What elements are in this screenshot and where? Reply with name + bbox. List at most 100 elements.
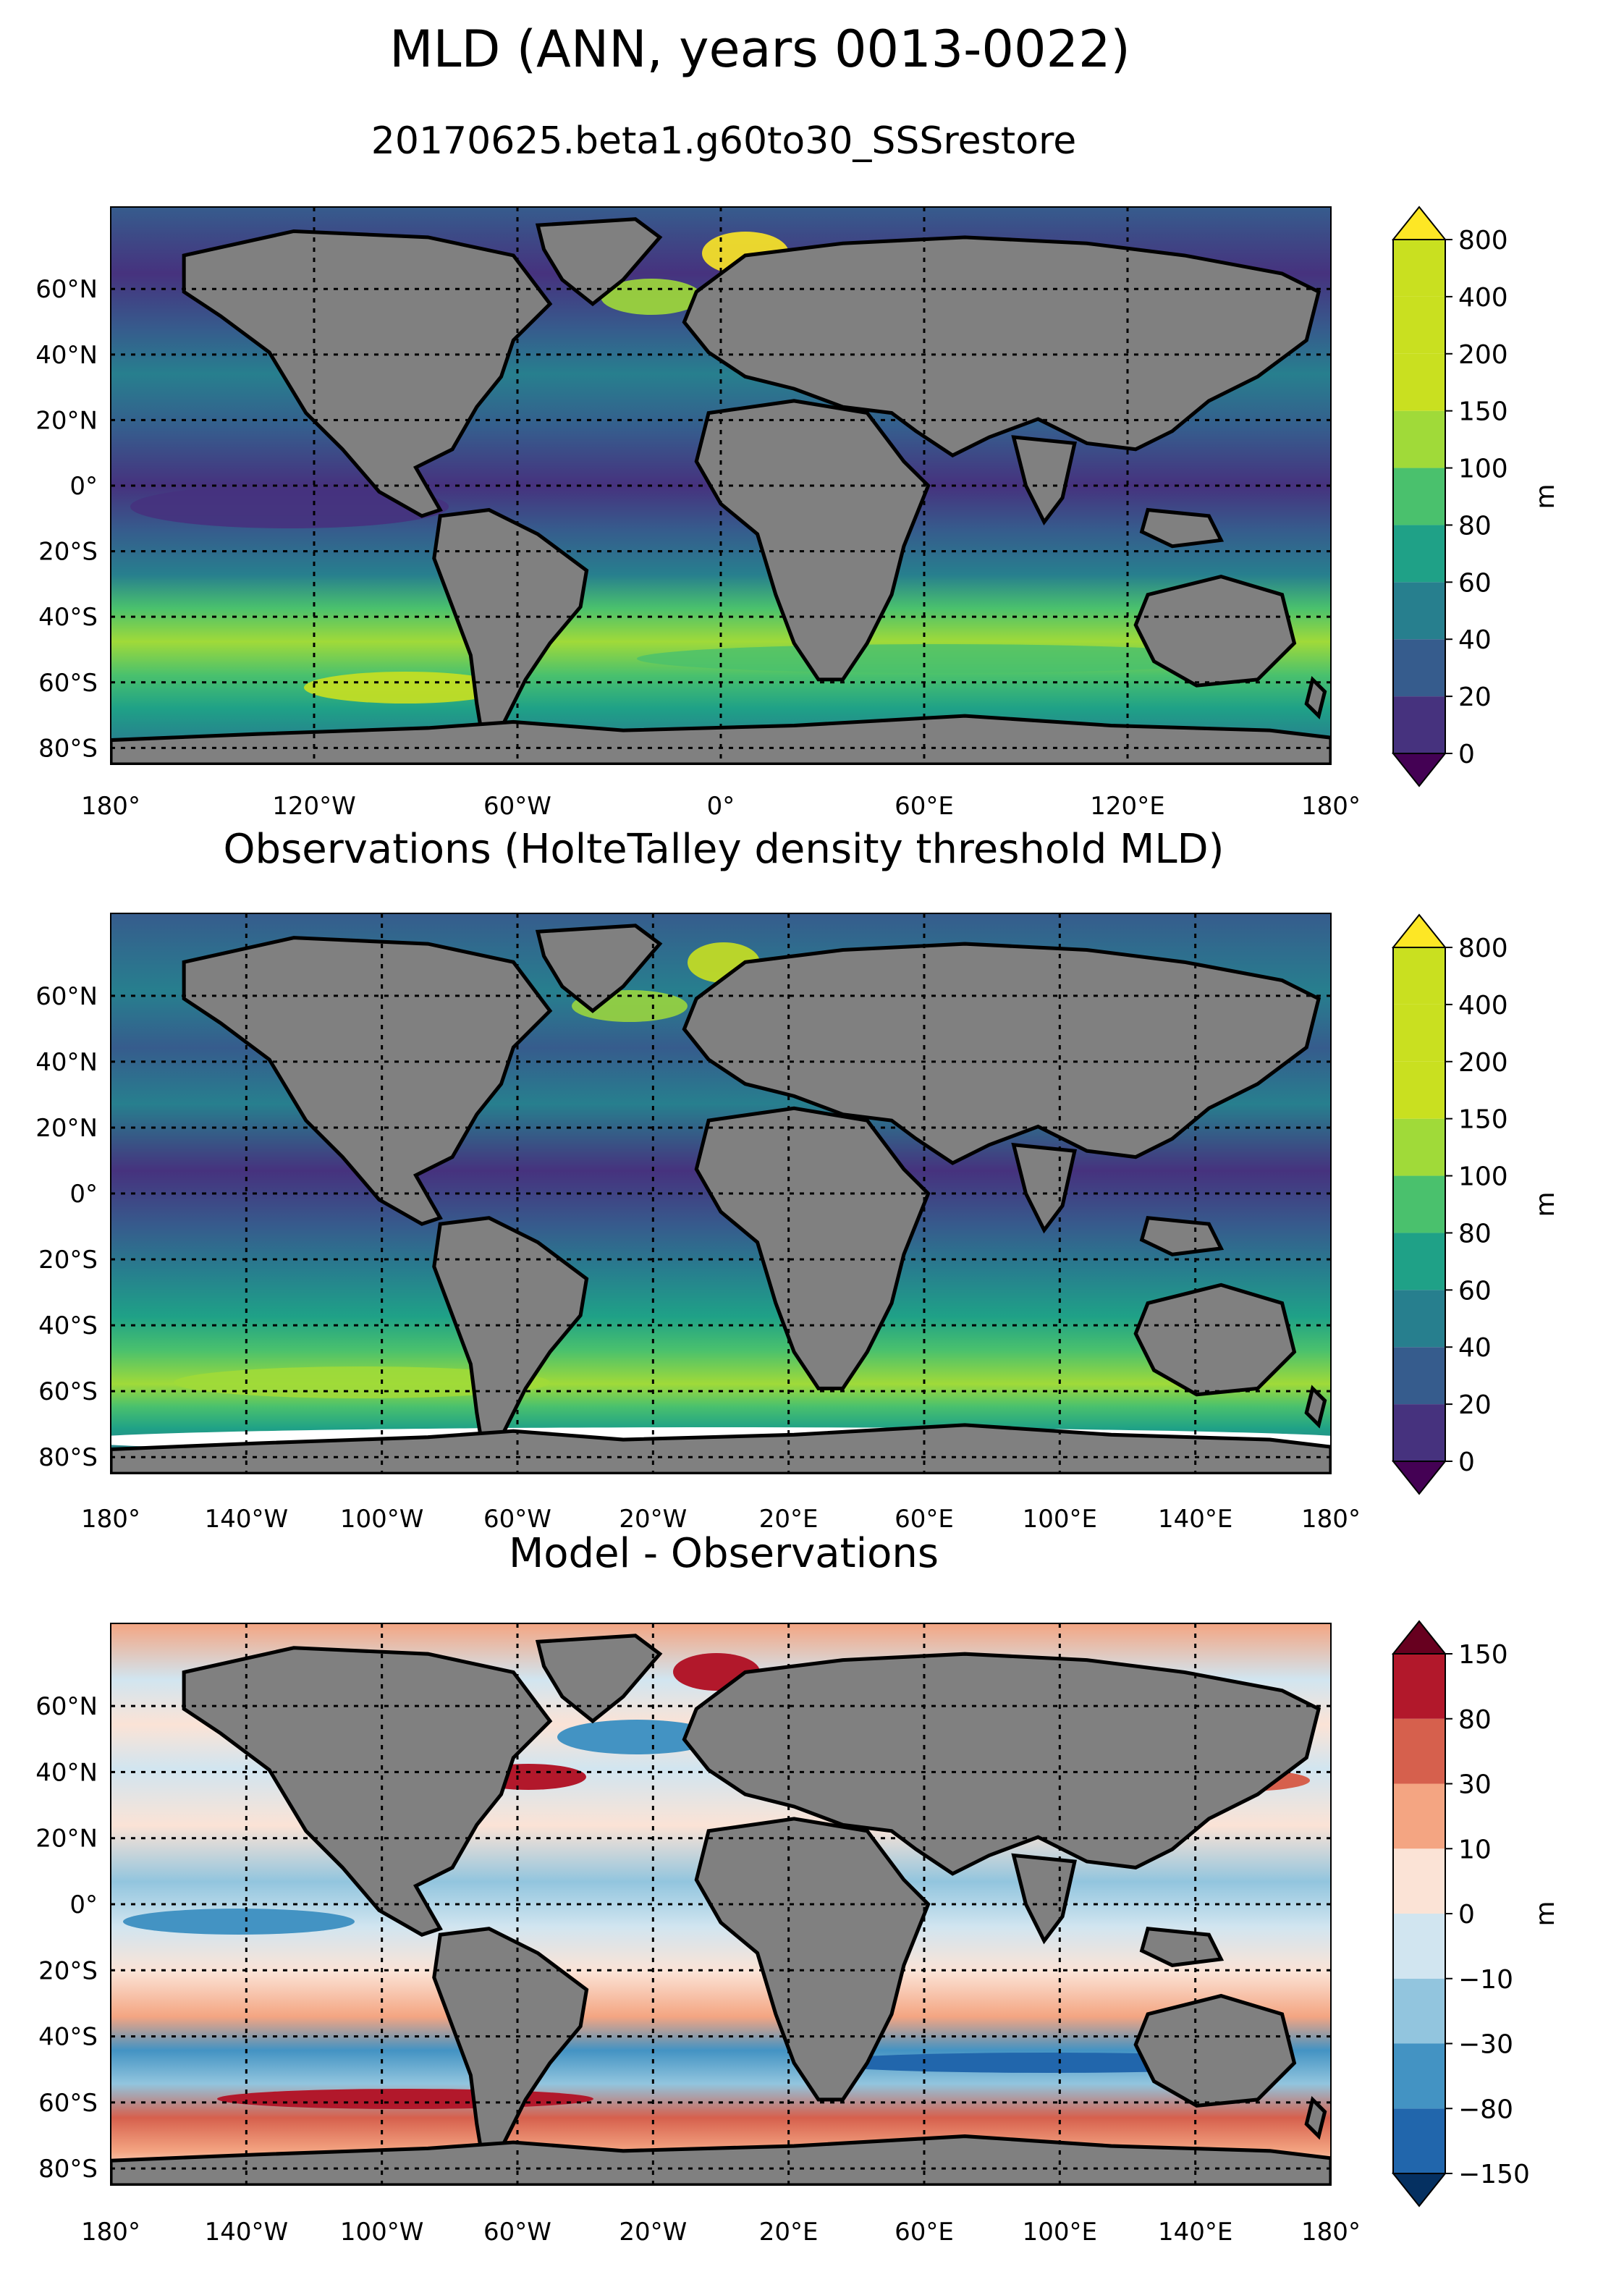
colorbar-tick-label: 30 [1458, 1770, 1492, 1800]
x-tick-label: 120°E [1090, 792, 1164, 821]
y-tick-label: 20°S [38, 1956, 98, 1985]
y-tick-label: 40°S [38, 2023, 98, 2052]
panel1-colorbar: 0 20 40 60 80 100 150 200 400 800 m [1391, 206, 1560, 787]
colorbar-segment [1393, 639, 1445, 697]
panel1-feature-eqpac [130, 485, 449, 528]
colorbar-segment [1393, 2108, 1445, 2173]
y-tick-label: 60°S [38, 2089, 98, 2118]
y-tick-label: 40°N [35, 1048, 98, 1077]
colorbar-segment [1393, 582, 1445, 640]
colorbar-tick-label: 0 [1458, 740, 1475, 769]
colorbar-extend-min [1391, 753, 1447, 787]
colorbar-segment [1393, 1848, 1445, 1914]
colorbar-tick-label: 800 [1458, 934, 1508, 963]
panel1-yticks: 60°N 40°N 20°N 0° 20°S 40°S 60°S 80°S [35, 275, 98, 763]
colorbar-tick-label: 60 [1458, 568, 1492, 598]
panel3-feature-labrador [557, 1720, 716, 1754]
colorbar-tick-label: 100 [1458, 1162, 1508, 1192]
colorbar-segment [1393, 525, 1445, 583]
x-tick-label: 60°W [483, 2218, 551, 2247]
x-tick-label: 60°W [483, 1505, 551, 1534]
y-tick-label: 60°N [35, 982, 98, 1011]
x-tick-label: 20°E [759, 1505, 819, 1534]
panel2-title: Observations (HolteTalley density thresh… [223, 826, 1224, 873]
x-tick-label: 120°W [272, 792, 356, 821]
colorbar-extend-min [1391, 2173, 1447, 2207]
colorbar-tick-label: 40 [1458, 1333, 1492, 1363]
x-tick-label: 180° [81, 2218, 140, 2247]
colorbar-segment [1393, 1914, 1445, 1979]
colorbar-tick-label: 60 [1458, 1276, 1492, 1306]
y-tick-label: 0° [69, 1890, 98, 1919]
y-tick-label: 20°S [38, 538, 98, 567]
x-tick-label: 20°W [619, 1505, 687, 1534]
colorbar-segment [1393, 1978, 1445, 2044]
colorbar-tick-label: 0 [1458, 1900, 1475, 1930]
colorbar-tick-label: −80 [1458, 2095, 1513, 2124]
colorbar-segment [1393, 2043, 1445, 2109]
panel3-map [111, 1623, 1331, 2185]
x-tick-label: 180° [81, 792, 140, 821]
colorbar-segment [1393, 1175, 1445, 1233]
panel3-frame [110, 1623, 1332, 2186]
colorbar-tick-label: 80 [1458, 1705, 1492, 1735]
y-tick-label: 60°N [35, 1692, 98, 1721]
colorbar-segment [1393, 468, 1445, 525]
y-tick-label: 20°N [35, 1114, 98, 1143]
colorbar-segment [1393, 696, 1445, 753]
panel2-frame [110, 913, 1332, 1474]
colorbar-segment [1393, 353, 1445, 411]
y-tick-label: 0° [69, 1180, 98, 1209]
y-tick-label: 80°S [38, 2155, 98, 2184]
colorbar-tick-label: −30 [1458, 2030, 1513, 2060]
colorbar-tick-label: 400 [1458, 991, 1508, 1021]
colorbar-tick-label: 800 [1458, 226, 1508, 255]
panel2-yticks: 60°N 40°N 20°N 0° 20°S 40°S 60°S 80°S [35, 982, 98, 1472]
colorbar-segment [1393, 1233, 1445, 1290]
colorbar-segment [1393, 296, 1445, 354]
colorbar-segment [1393, 1404, 1445, 1461]
x-tick-label: 100°W [340, 2218, 424, 2247]
panel3-colorbar: −150 −80 −30 −10 0 10 30 80 150 m [1391, 1620, 1560, 2207]
panel3-gridlines [111, 1623, 1331, 2185]
panel1-frame [110, 206, 1332, 765]
x-tick-label: 140°W [205, 1505, 289, 1534]
colorbar-tick-label: 10 [1458, 1835, 1492, 1864]
x-tick-label: 60°E [895, 1505, 954, 1534]
colorbar-segment [1393, 1718, 1445, 1784]
panel1-map [111, 207, 1331, 764]
y-tick-label: 40°S [38, 1311, 98, 1340]
x-tick-label: 60°E [895, 2218, 954, 2247]
colorbar-frame [1392, 239, 1446, 754]
colorbar-segment [1393, 1783, 1445, 1849]
x-tick-label: 180° [1301, 1505, 1361, 1534]
panel1-feature-labrador [601, 279, 702, 315]
colorbar-tick-label: −10 [1458, 1965, 1513, 1995]
panel1-gridlines [111, 207, 1331, 764]
x-tick-label: 140°W [205, 2218, 289, 2247]
y-tick-label: 80°S [38, 1443, 98, 1472]
colorbar-extend-max [1391, 913, 1447, 948]
colorbar-tick-label: 20 [1458, 683, 1492, 712]
panel3-yticks: 60°N 40°N 20°N 0° 20°S 40°S 60°S 80°S [35, 1692, 98, 2184]
panel3-title: Model - Observations [509, 1530, 939, 1577]
colorbar-segment [1393, 410, 1445, 468]
colorbar-extend-min [1391, 1461, 1447, 1495]
figure-title: MLD (ANN, years 0013-0022) [389, 20, 1130, 79]
x-tick-label: 20°E [759, 2218, 819, 2247]
colorbar-tick-label: 150 [1458, 1105, 1508, 1135]
y-tick-label: 80°S [38, 734, 98, 763]
x-tick-label: 0° [707, 792, 735, 821]
colorbar-tick-label: 150 [1458, 1640, 1508, 1670]
colorbar-segment [1393, 1118, 1445, 1176]
panel2-colorbar: 0 20 40 60 80 100 150 200 400 800 m [1391, 913, 1560, 1495]
x-tick-label: 180° [81, 1505, 140, 1534]
x-tick-label: 180° [1301, 2218, 1361, 2247]
colorbar-segment [1393, 1061, 1445, 1119]
colorbar-tick-label: 80 [1458, 511, 1492, 541]
colorbar-segment [1393, 1347, 1445, 1405]
y-tick-label: 0° [69, 472, 98, 501]
colorbar-unit-label: m [1531, 1901, 1560, 1926]
y-tick-label: 60°N [35, 275, 98, 304]
colorbar-tick-label: 0 [1458, 1448, 1475, 1477]
